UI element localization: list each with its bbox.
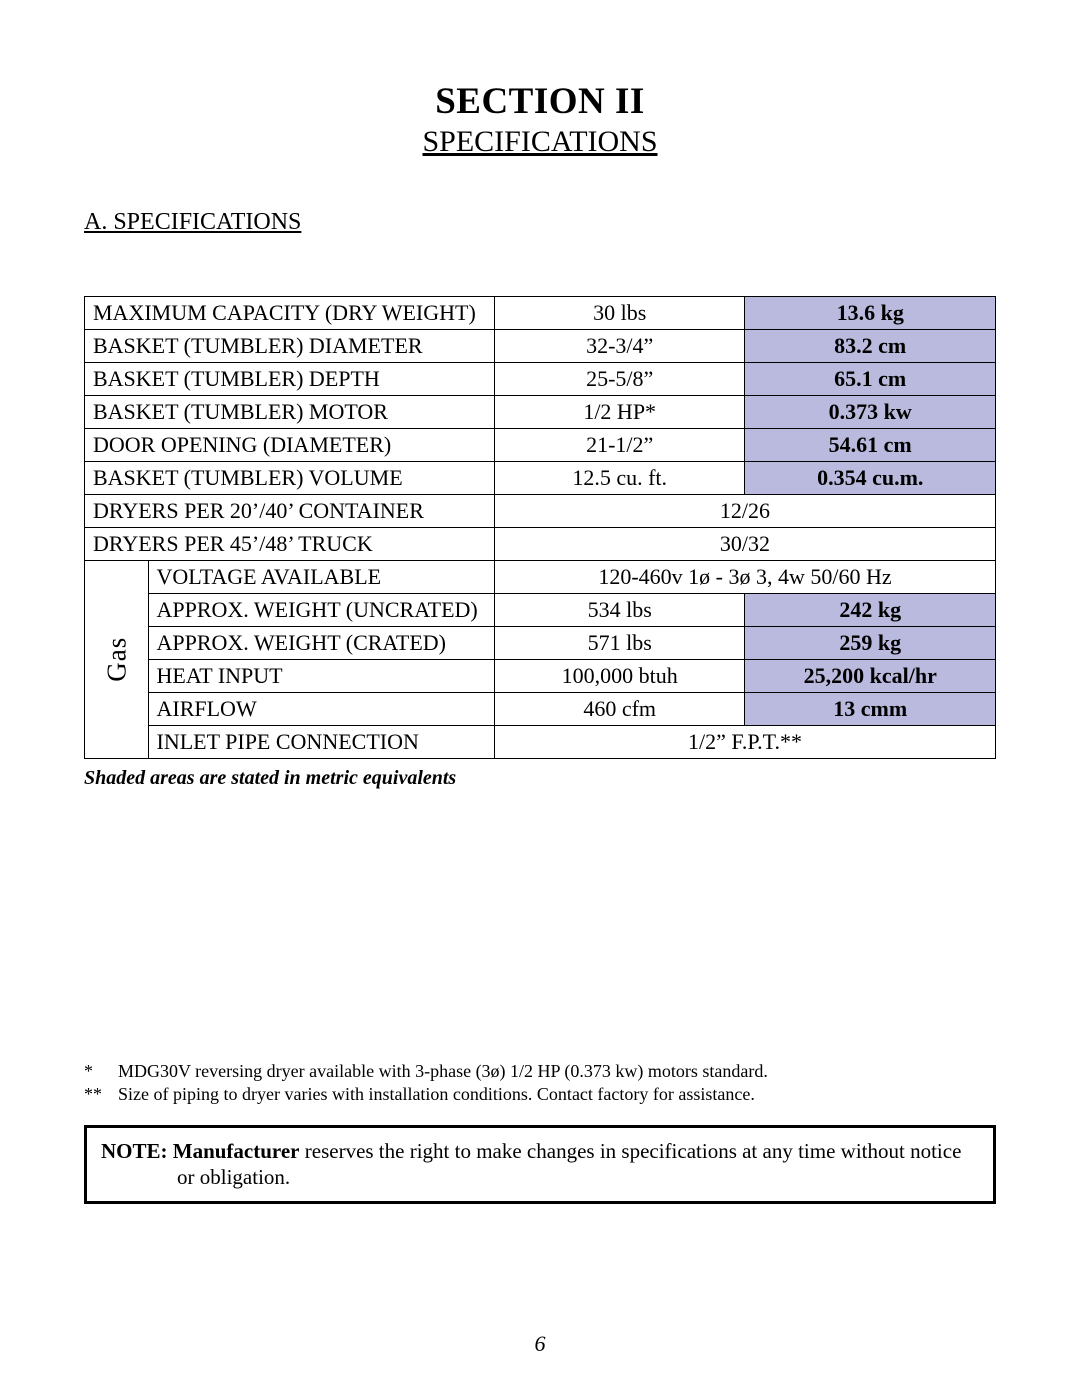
spec-label: APPROX. WEIGHT (UNCRATED)	[148, 594, 494, 627]
table-row: BASKET (TUMBLER) DIAMETER 32-3/4” 83.2 c…	[85, 330, 996, 363]
page: SECTION II SPECIFICATIONS A. SPECIFICATI…	[0, 0, 1080, 1397]
spec-label: APPROX. WEIGHT (CRATED)	[148, 627, 494, 660]
gas-label: Gas	[100, 637, 132, 682]
note-box: NOTE: Manufacturer reserves the right to…	[84, 1125, 996, 1204]
note-text: NOTE: Manufacturer reserves the right to…	[101, 1139, 961, 1163]
table-row: Gas VOLTAGE AVAILABLE 120-460v 1ø - 3ø 3…	[85, 561, 996, 594]
note-lead: NOTE: Manufacturer	[101, 1139, 300, 1163]
spec-value-metric: 65.1 cm	[745, 363, 996, 396]
spec-value-imperial: 1/2 HP*	[494, 396, 745, 429]
spec-value: 120-460v 1ø - 3ø 3, 4w 50/60 Hz	[494, 561, 995, 594]
table-row: BASKET (TUMBLER) DEPTH 25-5/8” 65.1 cm	[85, 363, 996, 396]
footnotes: * MDG30V reversing dryer available with …	[84, 1060, 996, 1105]
spec-label: AIRFLOW	[148, 693, 494, 726]
table-row: APPROX. WEIGHT (CRATED) 571 lbs 259 kg	[85, 627, 996, 660]
footnote-symbol: **	[84, 1083, 118, 1106]
spec-label: VOLTAGE AVAILABLE	[148, 561, 494, 594]
table-row: APPROX. WEIGHT (UNCRATED) 534 lbs 242 kg	[85, 594, 996, 627]
section-title: SECTION II	[84, 80, 996, 123]
spec-value-imperial: 571 lbs	[494, 627, 745, 660]
spec-label: BASKET (TUMBLER) DEPTH	[85, 363, 495, 396]
spec-value-imperial: 21-1/2”	[494, 429, 745, 462]
spec-value-metric: 13.6 kg	[745, 297, 996, 330]
spec-value-imperial: 100,000 btuh	[494, 660, 745, 693]
spec-value: 12/26	[494, 495, 995, 528]
spec-label: MAXIMUM CAPACITY (DRY WEIGHT)	[85, 297, 495, 330]
footnote-row: ** Size of piping to dryer varies with i…	[84, 1083, 996, 1106]
shade-note: Shaded areas are stated in metric equiva…	[84, 767, 996, 790]
spec-value-metric: 13 cmm	[745, 693, 996, 726]
gas-rowspan-cell: Gas	[85, 561, 149, 759]
spec-value-imperial: 32-3/4”	[494, 330, 745, 363]
table-row: DRYERS PER 20’/40’ CONTAINER 12/26	[85, 495, 996, 528]
spec-value-metric: 0.354 cu.m.	[745, 462, 996, 495]
spec-value-metric: 25,200 kcal/hr	[745, 660, 996, 693]
spec-value: 1/2” F.P.T.**	[494, 726, 995, 759]
spec-value-metric: 259 kg	[745, 627, 996, 660]
footnote-row: * MDG30V reversing dryer available with …	[84, 1060, 996, 1083]
table-row: BASKET (TUMBLER) MOTOR 1/2 HP* 0.373 kw	[85, 396, 996, 429]
spec-value-metric: 54.61 cm	[745, 429, 996, 462]
table-row: INLET PIPE CONNECTION 1/2” F.P.T.**	[85, 726, 996, 759]
spec-table: MAXIMUM CAPACITY (DRY WEIGHT) 30 lbs 13.…	[84, 296, 996, 759]
note-line2: or obligation.	[101, 1164, 979, 1190]
spec-value-metric: 0.373 kw	[745, 396, 996, 429]
spec-label: BASKET (TUMBLER) DIAMETER	[85, 330, 495, 363]
spec-value-metric: 242 kg	[745, 594, 996, 627]
spec-value-imperial: 25-5/8”	[494, 363, 745, 396]
spec-value-metric: 83.2 cm	[745, 330, 996, 363]
footnote-text: Size of piping to dryer varies with inst…	[118, 1083, 755, 1106]
spec-value-imperial: 460 cfm	[494, 693, 745, 726]
note-rest: reserves the right to make changes in sp…	[300, 1139, 962, 1163]
table-row: HEAT INPUT 100,000 btuh 25,200 kcal/hr	[85, 660, 996, 693]
spec-label: DOOR OPENING (DIAMETER)	[85, 429, 495, 462]
spec-label: BASKET (TUMBLER) VOLUME	[85, 462, 495, 495]
spec-label: DRYERS PER 20’/40’ CONTAINER	[85, 495, 495, 528]
spec-label: HEAT INPUT	[148, 660, 494, 693]
table-row: DOOR OPENING (DIAMETER) 21-1/2” 54.61 cm	[85, 429, 996, 462]
table-row: DRYERS PER 45’/48’ TRUCK 30/32	[85, 528, 996, 561]
page-number: 6	[0, 1331, 1080, 1357]
spec-value-imperial: 534 lbs	[494, 594, 745, 627]
footnote-symbol: *	[84, 1060, 118, 1083]
table-row: BASKET (TUMBLER) VOLUME 12.5 cu. ft. 0.3…	[85, 462, 996, 495]
spec-value-imperial: 30 lbs	[494, 297, 745, 330]
spec-label: INLET PIPE CONNECTION	[148, 726, 494, 759]
spec-label: DRYERS PER 45’/48’ TRUCK	[85, 528, 495, 561]
footnote-text: MDG30V reversing dryer available with 3-…	[118, 1060, 768, 1083]
table-row: MAXIMUM CAPACITY (DRY WEIGHT) 30 lbs 13.…	[85, 297, 996, 330]
sub-heading: A. SPECIFICATIONS	[84, 209, 996, 236]
section-subtitle: SPECIFICATIONS	[84, 125, 996, 159]
table-row: AIRFLOW 460 cfm 13 cmm	[85, 693, 996, 726]
spec-value-imperial: 12.5 cu. ft.	[494, 462, 745, 495]
spec-label: BASKET (TUMBLER) MOTOR	[85, 396, 495, 429]
spec-value: 30/32	[494, 528, 995, 561]
